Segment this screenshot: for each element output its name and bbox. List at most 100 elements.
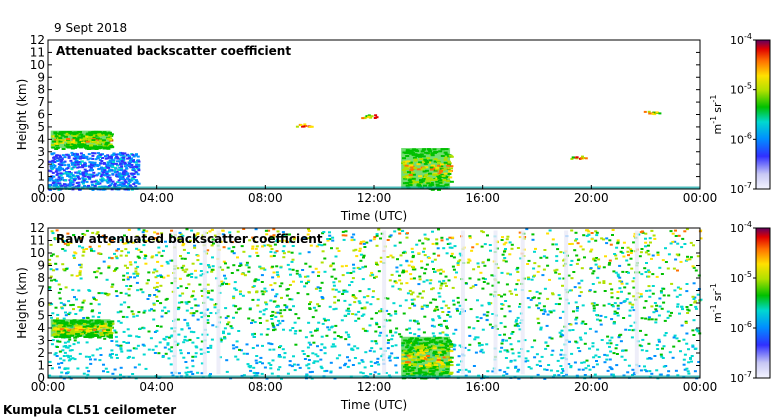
heatmap-cell [58,182,62,185]
heatmap-cell [310,334,314,337]
heatmap-cell [50,164,54,167]
heatmap-cell [107,185,111,188]
heatmap-cell [61,349,65,352]
heatmap-cell [418,292,422,295]
heatmap-cell [616,275,620,278]
heatmap-cell [106,157,110,160]
heatmap-cell [354,297,358,300]
heatmap-cell [122,171,126,174]
heatmap-cell [632,309,636,312]
heatmap-cell [137,311,141,314]
heatmap-cell [69,173,73,176]
heatmap-cell [264,237,268,240]
heatmap-cell [156,300,159,302]
heatmap-cell [597,267,601,270]
heatmap-cell [73,321,78,324]
heatmap-cell [662,345,666,348]
heatmap-cell [380,355,384,358]
heatmap-cell [320,335,324,338]
heatmap-cell [145,282,149,285]
heatmap-cell [209,312,213,314]
heatmap-cell [103,174,107,177]
heatmap-cell [308,303,311,306]
heatmap-cell [337,299,340,302]
heatmap-cell [176,318,180,321]
heatmap-cell [448,242,452,245]
heatmap-cell [467,258,471,261]
heatmap-cell [542,268,546,271]
heatmap-cell [70,142,75,145]
heatmap-cell [420,150,425,153]
heatmap-cell [320,261,324,264]
heatmap-cell [137,363,141,366]
heatmap-cell [616,314,620,317]
heatmap-cell [122,177,126,180]
heatmap-cell [445,340,450,343]
heatmap-cell [394,312,398,315]
heatmap-cell [561,368,564,370]
heatmap-cell [103,132,108,135]
heatmap-cell [341,234,345,237]
heatmap-cell [347,312,351,315]
heatmap-cell [558,277,562,280]
heatmap-cell [644,317,648,320]
heatmap-cell [242,374,246,377]
heatmap-cell [106,329,111,332]
heatmap-cell [551,293,555,296]
heatmap-cell [365,301,369,304]
heatmap-cell [100,179,104,182]
heatmap-cell [610,318,614,321]
heatmap-cell [114,182,117,185]
heatmap-cell [423,233,427,236]
heatmap-cell [157,290,161,293]
heatmap-cell [434,308,438,311]
heatmap-cell [51,339,55,342]
heatmap-cell [431,332,435,335]
heatmap-cell [393,230,397,233]
heatmap-cell [126,349,130,352]
heatmap-cell [644,271,648,273]
heatmap-cell [527,259,531,262]
heatmap-cell [669,242,673,245]
heatmap-cell [331,288,335,291]
heatmap-cell [596,318,599,321]
heatmap-cell [660,291,663,294]
heatmap-cell [441,168,446,171]
heatmap-cell [533,250,536,253]
heatmap-cell [329,265,333,268]
heatmap-cell [440,173,445,176]
heatmap-cell [293,332,297,335]
heatmap-cell [305,374,309,376]
heatmap-cell [89,319,94,322]
heatmap-cell [666,374,670,377]
heatmap-cell [589,267,593,270]
heatmap-cell [59,172,63,175]
heatmap-cell [379,237,382,240]
heatmap-cell [627,364,631,367]
heatmap-cell [65,145,70,148]
heatmap-cell [625,271,629,273]
heatmap-cell [335,357,339,360]
heatmap-cell [539,326,543,329]
heatmap-cell [60,139,65,142]
heatmap-cell [81,141,85,144]
heatmap-cell [234,311,238,314]
heatmap-cell [387,339,391,342]
heatmap-cell [342,290,346,293]
heatmap-cell [176,237,180,240]
heatmap-cell [398,232,402,235]
heatmap-cell [411,173,416,176]
heatmap-cell [86,158,90,161]
heatmap-cell [111,353,114,355]
heatmap-cell [516,271,520,273]
heatmap-cell [418,175,423,178]
heatmap-cell [397,228,401,231]
heatmap-cell [620,280,624,283]
heatmap-cell [88,178,92,181]
heatmap-cell [546,297,550,300]
heatmap-cell [388,319,392,322]
heatmap-cell [271,359,275,362]
heatmap-cell [273,251,277,254]
heatmap-cell [77,166,81,169]
y-tick-label: 11 [30,45,45,59]
